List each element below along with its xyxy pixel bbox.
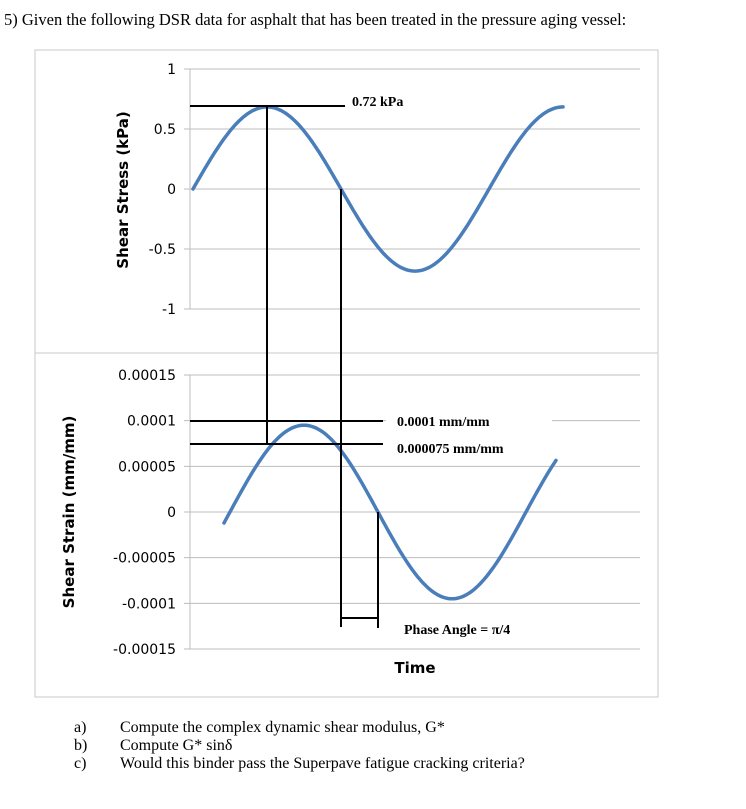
label-background: [386, 408, 552, 452]
y-tick-label: 0: [167, 505, 176, 521]
strain-y-axis-title: Shear Strain (mm/mm): [60, 416, 78, 609]
stress-y-axis-title: Shear Stress (kPa): [114, 111, 132, 268]
strain-x-axis-title: Time: [394, 659, 435, 677]
question-letter: b): [74, 737, 87, 754]
y-tick-label: -0.0001: [122, 596, 176, 612]
strain-chart-frame: [34, 352, 659, 698]
y-tick-label: 0.5: [154, 122, 176, 138]
question-letter: c): [74, 755, 86, 772]
stress-series-line: [191, 105, 565, 273]
y-tick-label: -1: [162, 302, 176, 318]
y-tick-label: 0: [167, 182, 176, 198]
question-text: Would this binder pass the Superpave fat…: [120, 755, 525, 772]
y-tick-label: -0.00015: [113, 642, 176, 658]
phase-angle-label: Phase Angle = π/4: [404, 623, 510, 638]
y-tick-label: -0.5: [149, 242, 176, 258]
question-letter: a): [74, 719, 86, 736]
problem-title: 5) Given the following DSR data for asph…: [4, 10, 626, 29]
y-tick-label: 0.00005: [118, 459, 176, 475]
stress-peak-label: 0.72 kPa: [352, 95, 403, 110]
y-tick-label: 1: [167, 62, 176, 78]
y-tick-label: 0.00015: [118, 368, 176, 384]
strain-intercept-label: 0.000075 mm/mm: [397, 442, 504, 457]
y-tick-label: 0.0001: [127, 414, 176, 430]
stress-gridlines: 1 0.5 0 -0.5 -1: [149, 62, 640, 318]
strain-series-line: [222, 423, 558, 601]
y-tick-label: -0.00005: [113, 551, 176, 567]
strain-peak-label: 0.0001 mm/mm: [397, 415, 490, 430]
question-text: Compute G* sinδ: [120, 737, 232, 754]
strain-gridlines: 0.00015 0.0001 0.00005 0 -0.00005 -0.0001 -0.0…: [113, 368, 640, 658]
question-list: a) Compute the complex dynamic shear mod…: [74, 719, 525, 772]
question-text: Compute the complex dynamic shear modulu…: [120, 719, 445, 736]
